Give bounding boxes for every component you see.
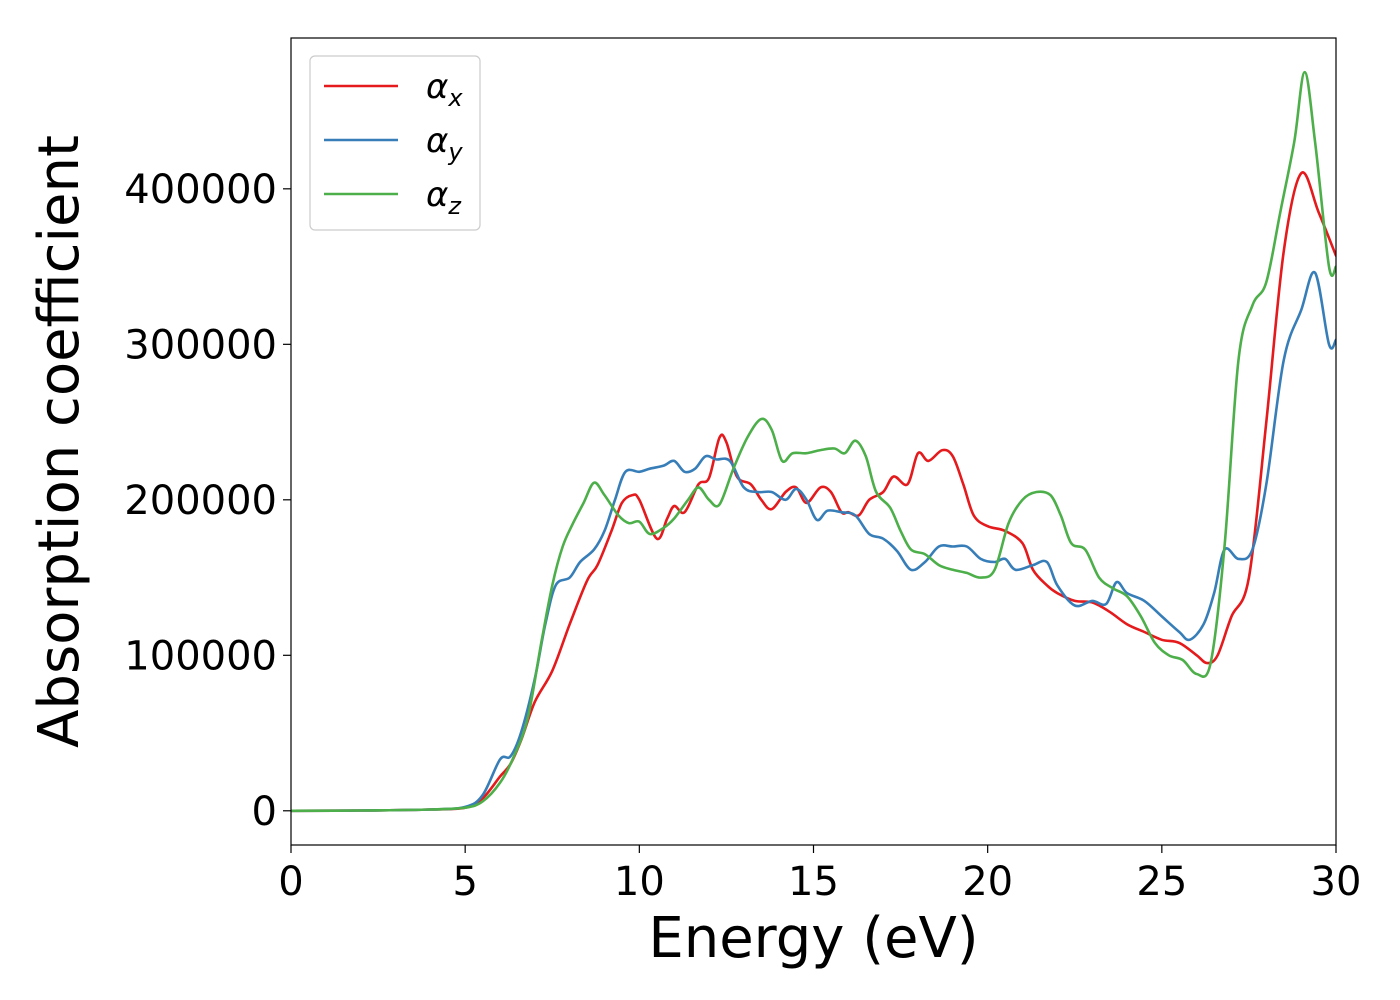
x-tick-label: 25 [1136, 859, 1187, 905]
x-tick-label: 15 [788, 859, 839, 905]
legend-label-y: αy [426, 121, 463, 166]
x-tick-label: 5 [452, 859, 477, 905]
series-line-z [291, 70, 1336, 813]
x-tick-label: 0 [278, 859, 303, 905]
legend-box [309, 55, 481, 231]
x-axis-title: Energy (eV) [648, 906, 978, 971]
series-line-y [291, 270, 1336, 813]
legend: αx αy αz [309, 55, 481, 231]
legend-label-z: αz [426, 175, 462, 220]
y-axis: 0 100000 200000 300000 400000 [124, 167, 291, 835]
y-tick-label: 200000 [124, 478, 277, 524]
y-tick-label: 100000 [124, 633, 277, 679]
y-tick-label: 300000 [124, 322, 277, 368]
x-tick-label: 10 [614, 859, 665, 905]
y-tick-label: 400000 [124, 167, 277, 213]
x-tick-label: 30 [1311, 859, 1362, 905]
series-layer [291, 70, 1336, 813]
legend-label-x: αx [426, 67, 463, 112]
x-tick-label: 20 [962, 859, 1013, 905]
y-tick-label: 0 [252, 789, 277, 835]
y-axis-title: Absorption coefficient [27, 135, 92, 748]
x-axis: 0 5 10 15 20 25 30 [278, 845, 1361, 905]
